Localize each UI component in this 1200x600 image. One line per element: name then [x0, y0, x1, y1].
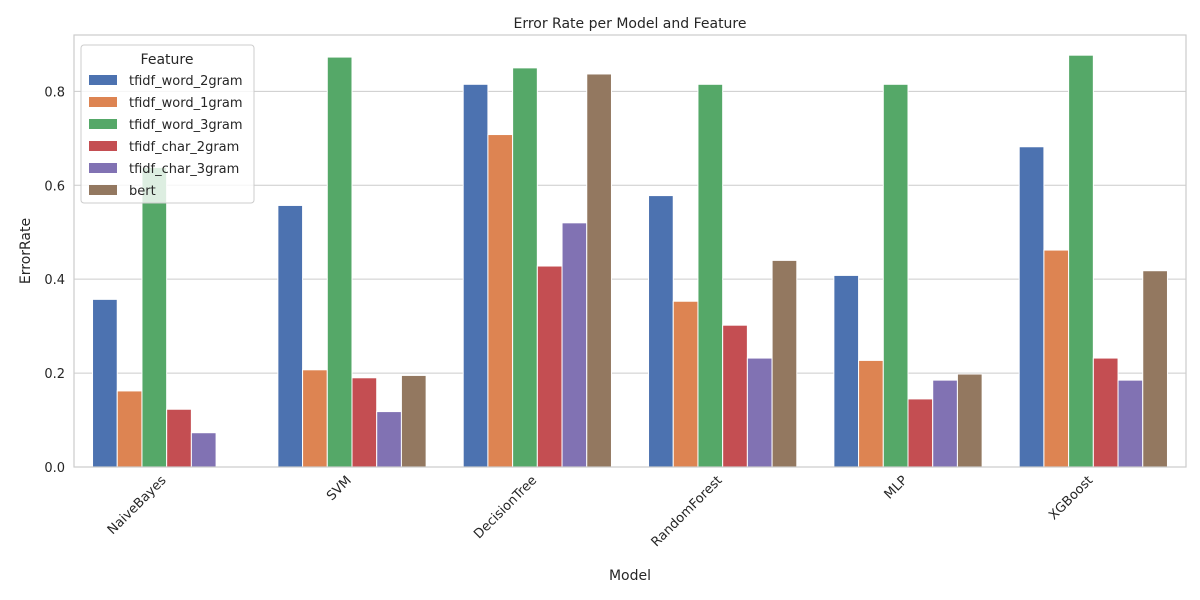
bar-RandomForest-tfidf_word_1gram: [672, 300, 699, 468]
x-axis-label: Model: [609, 568, 651, 584]
x-tick-label: SVM: [324, 473, 355, 504]
bar-NaiveBayes-tfidf_char_3gram: [190, 432, 217, 468]
bar-NaiveBayes-tfidf_word_3gram: [141, 166, 168, 468]
bar-SVM-tfidf_char_2gram: [351, 377, 378, 468]
bar-XGBoost-tfidf_char_3gram: [1117, 379, 1144, 468]
legend-swatch: [89, 97, 117, 107]
y-tick-label: 0.2: [44, 367, 65, 382]
x-tick-label: RandomForest: [649, 473, 726, 550]
bar-DecisionTree-tfidf_char_2gram: [536, 265, 563, 468]
bar-XGBoost-tfidf_word_2gram: [1018, 146, 1045, 468]
bar-XGBoost-tfidf_char_2gram: [1092, 357, 1119, 468]
bar-RandomForest-tfidf_word_3gram: [697, 83, 724, 468]
legend-box: [80, 44, 255, 204]
bar-RandomForest-tfidf_word_2gram: [648, 195, 674, 468]
bar-XGBoost-tfidf_word_1gram: [1043, 249, 1070, 468]
y-tick-label: 0.4: [44, 273, 65, 288]
bar-SVM-tfidf_word_2gram: [277, 204, 304, 468]
chart-title: Error Rate per Model and Feature: [513, 16, 746, 32]
bar-MLP-tfidf_word_3gram: [882, 83, 909, 468]
legend-swatch: [89, 141, 117, 151]
legend-items: tfidf_word_2gram tfidf_word_1gram tfidf_wo…: [89, 74, 243, 199]
x-tick-label: DecisionTree: [471, 473, 540, 542]
bar-NaiveBayes-tfidf_char_2gram: [166, 408, 192, 468]
bar-DecisionTree-bert: [586, 73, 612, 468]
bar-SVM-bert: [400, 374, 427, 468]
y-tick-label: 0.0: [44, 461, 65, 476]
y-tick-label: 0.8: [44, 85, 65, 100]
bar-SVM-tfidf_word_1gram: [302, 369, 328, 468]
legend: Feature tfidf_word_2gram tfidf_word_1gram…: [80, 44, 255, 204]
bar-MLP-tfidf_char_2gram: [907, 398, 934, 468]
y-axis-label: ErrorRate: [18, 218, 34, 284]
x-tick-label: NaiveBayes: [105, 473, 170, 538]
y-tick-label: 0.6: [44, 179, 65, 194]
bar-DecisionTree-tfidf_char_3gram: [561, 222, 588, 468]
bar-MLP-tfidf_word_1gram: [858, 359, 884, 468]
bar-RandomForest-tfidf_char_2gram: [722, 324, 748, 468]
y-tick-labels: 0.0 0.2 0.4 0.6 0.8: [44, 85, 65, 476]
bar-DecisionTree-tfidf_word_2gram: [462, 83, 489, 468]
bar-MLP-bert: [956, 373, 983, 468]
legend-label: tfidf_word_1gram: [129, 96, 243, 111]
legend-swatch: [89, 185, 117, 195]
bar-MLP-tfidf_word_2gram: [833, 274, 860, 468]
plot-frame: [73, 34, 1187, 468]
legend-swatch: [89, 163, 117, 173]
x-tick-label: XGBoost: [1046, 473, 1096, 523]
bar-SVM-tfidf_char_3gram: [376, 411, 402, 468]
bar-NaiveBayes-tfidf_word_2gram: [92, 298, 118, 468]
x-tick-labels: NaiveBayes SVM DecisionTree RandomForest MLP…: [105, 473, 1096, 550]
bar-RandomForest-tfidf_char_3gram: [746, 357, 773, 468]
bar-NaiveBayes-tfidf_word_1gram: [116, 390, 143, 468]
bar-DecisionTree-tfidf_word_1gram: [487, 134, 514, 468]
bar-SVM-tfidf_word_3gram: [326, 56, 353, 468]
legend-label: tfidf_char_3gram: [129, 162, 239, 177]
legend-swatch: [89, 75, 117, 85]
bar-MLP-tfidf_char_3gram: [932, 379, 958, 468]
legend-title: Feature: [141, 52, 194, 68]
legend-label: tfidf_char_2gram: [129, 140, 239, 155]
bar-XGBoost-tfidf_word_3gram: [1068, 54, 1094, 468]
legend-label: tfidf_word_3gram: [129, 118, 243, 133]
x-tick-label: MLP: [882, 473, 911, 502]
bar-RandomForest-bert: [771, 259, 798, 468]
bar-DecisionTree-tfidf_word_3gram: [512, 67, 538, 468]
legend-label: bert: [129, 184, 156, 199]
bars-layer: [92, 54, 1168, 468]
bar-XGBoost-bert: [1142, 270, 1168, 468]
legend-label: tfidf_word_2gram: [129, 74, 243, 89]
legend-swatch: [89, 119, 117, 129]
